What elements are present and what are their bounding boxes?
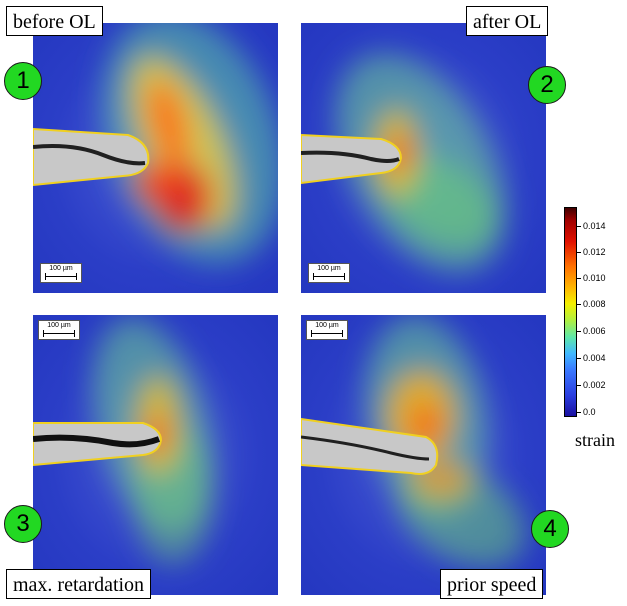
strain-field-2 (301, 53, 507, 273)
colorbar-tick: 0.010 (583, 273, 606, 283)
strain-colorbar: 0.014 0.012 0.010 0.008 0.006 0.004 0.00… (564, 207, 609, 417)
colorbar-tick: 0.002 (583, 380, 606, 390)
colorbar-caption: strain (575, 430, 615, 450)
panel-number-badge-3: 3 (4, 505, 42, 543)
scale-bar-2: 100 µm (308, 263, 350, 283)
panel-label-2: after OL (466, 6, 549, 36)
colorbar-tick: 0.0 (583, 407, 596, 417)
strain-map-panel-3: 100 µm (33, 315, 278, 595)
strain-map-panel-2: 100 µm (301, 23, 546, 293)
panel-number-badge-2: 2 (528, 66, 566, 104)
strain-field-1 (33, 23, 278, 264)
colorbar-tick: 0.006 (583, 326, 606, 336)
panel-label-3: max. retardation (6, 569, 152, 599)
strain-map-panel-1: 100 µm (33, 23, 278, 293)
panel-number-badge-4: 4 (531, 510, 569, 548)
colorbar-tick: 0.014 (583, 221, 606, 231)
panel-label-4: prior speed (440, 569, 544, 599)
strain-field-3 (33, 317, 214, 565)
colorbar-tick: 0.008 (583, 299, 606, 309)
strain-field-4 (301, 315, 526, 568)
strain-map-panel-4: 100 µm (301, 315, 546, 595)
colorbar-gradient (564, 207, 577, 417)
scale-bar-4: 100 µm (306, 320, 348, 340)
panel-number-badge-1: 1 (4, 62, 42, 100)
scale-bar-1: 100 µm (40, 263, 82, 283)
scale-bar-3: 100 µm (38, 320, 80, 340)
colorbar-tick: 0.012 (583, 247, 606, 257)
panel-label-1: before OL (6, 6, 103, 36)
colorbar-tick: 0.004 (583, 353, 606, 363)
